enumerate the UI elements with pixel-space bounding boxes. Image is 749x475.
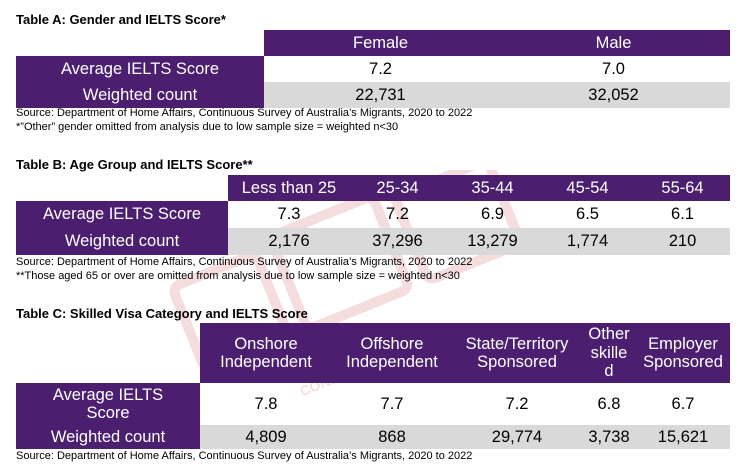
table-c-row-label: Average IELTS Score bbox=[16, 383, 200, 425]
table-cell: 7.2 bbox=[386, 205, 409, 224]
table-cell: 15,621 bbox=[636, 425, 730, 449]
table-cell: 7.8 bbox=[254, 394, 278, 413]
table-b-source: Source: Department of Home Affairs, Cont… bbox=[16, 256, 473, 268]
table-a-title: Table A: Gender and IELTS Score* bbox=[16, 12, 226, 27]
table-a-source: Source: Department of Home Affairs, Cont… bbox=[16, 107, 473, 119]
table-cell: 6.7 bbox=[671, 394, 695, 413]
table-row: Weighted count 22,731 32,052 bbox=[16, 82, 730, 108]
table-cell: 6.1 bbox=[671, 205, 694, 224]
table-b-header: 25-34 bbox=[350, 175, 445, 201]
table-c-corner bbox=[16, 323, 200, 383]
table-cell: 29,774 bbox=[452, 425, 582, 449]
table-row: Average IELTS Score 7.8 7.7 7.2 6.8 6.7 bbox=[16, 383, 730, 425]
table-cell: 7.2 bbox=[369, 59, 392, 78]
table-a-row-label: Average IELTS Score bbox=[16, 56, 264, 82]
table-b: Less than 25 25-34 35-44 45-54 55-64 Ave… bbox=[16, 175, 730, 255]
table-cell: 210 bbox=[635, 228, 730, 255]
table-row: Average IELTS Score 7.3 7.2 6.9 6.5 6.1 bbox=[16, 201, 730, 228]
table-b-header: Less than 25 bbox=[228, 175, 350, 201]
table-a-row-label: Weighted count bbox=[16, 82, 264, 108]
table-cell: 868 bbox=[332, 425, 452, 449]
table-c-header: Other skille d bbox=[582, 323, 636, 383]
table-cell: 6.5 bbox=[576, 205, 599, 224]
table-a-header-female: Female bbox=[264, 30, 497, 56]
table-c-header: Employer Sponsored bbox=[636, 323, 730, 383]
table-c-row-label: Weighted count bbox=[16, 425, 200, 449]
table-row: Weighted count 4,809 868 29,774 3,738 15… bbox=[16, 425, 730, 449]
table-a-footnote: *”Other” gender omitted from analysis du… bbox=[16, 121, 399, 133]
table-cell: 4,809 bbox=[200, 425, 332, 449]
table-cell: 2,176 bbox=[228, 228, 350, 255]
table-cell: 32,052 bbox=[497, 82, 730, 108]
table-b-header: 55-64 bbox=[635, 175, 730, 201]
table-c-header: State/Territory Sponsored bbox=[452, 323, 582, 383]
table-row: Weighted count 2,176 37,296 13,279 1,774… bbox=[16, 228, 730, 255]
table-row: Average IELTS Score 7.2 7.0 bbox=[16, 56, 730, 82]
table-c: Onshore Independent Offshore Independent S… bbox=[16, 323, 730, 449]
table-cell: 22,731 bbox=[264, 82, 497, 108]
table-cell: 7.2 bbox=[505, 394, 529, 413]
table-c-header: Onshore Independent bbox=[200, 323, 332, 383]
table-b-footnote: **Those aged 65 or over are omitted from… bbox=[16, 270, 460, 282]
table-cell: 13,279 bbox=[445, 228, 540, 255]
table-a-corner bbox=[16, 30, 264, 56]
table-cell: 7.3 bbox=[277, 205, 301, 224]
table-cell: 3,738 bbox=[582, 425, 636, 449]
table-c-source: Source: Department of Home Affairs, Cont… bbox=[16, 450, 473, 462]
table-b-row-label: Average IELTS Score bbox=[16, 201, 228, 228]
table-b-corner bbox=[16, 175, 228, 201]
table-cell: 7.7 bbox=[380, 394, 404, 413]
table-cell: 1,774 bbox=[540, 228, 635, 255]
table-b-header: 45-54 bbox=[540, 175, 635, 201]
table-a: Female Male Average IELTS Score 7.2 7.0 … bbox=[16, 30, 730, 108]
table-c-title: Table C: Skilled Visa Category and IELTS… bbox=[16, 306, 308, 321]
table-a-header-male: Male bbox=[497, 30, 730, 56]
table-b-title: Table B: Age Group and IELTS Score** bbox=[16, 157, 253, 172]
table-cell: 37,296 bbox=[350, 228, 445, 255]
table-cell: 6.8 bbox=[597, 394, 621, 413]
table-cell: 6.9 bbox=[481, 205, 504, 224]
table-b-header: 35-44 bbox=[445, 175, 540, 201]
table-b-row-label: Weighted count bbox=[16, 228, 228, 255]
table-c-header: Offshore Independent bbox=[332, 323, 452, 383]
table-cell: 7.0 bbox=[602, 59, 625, 78]
